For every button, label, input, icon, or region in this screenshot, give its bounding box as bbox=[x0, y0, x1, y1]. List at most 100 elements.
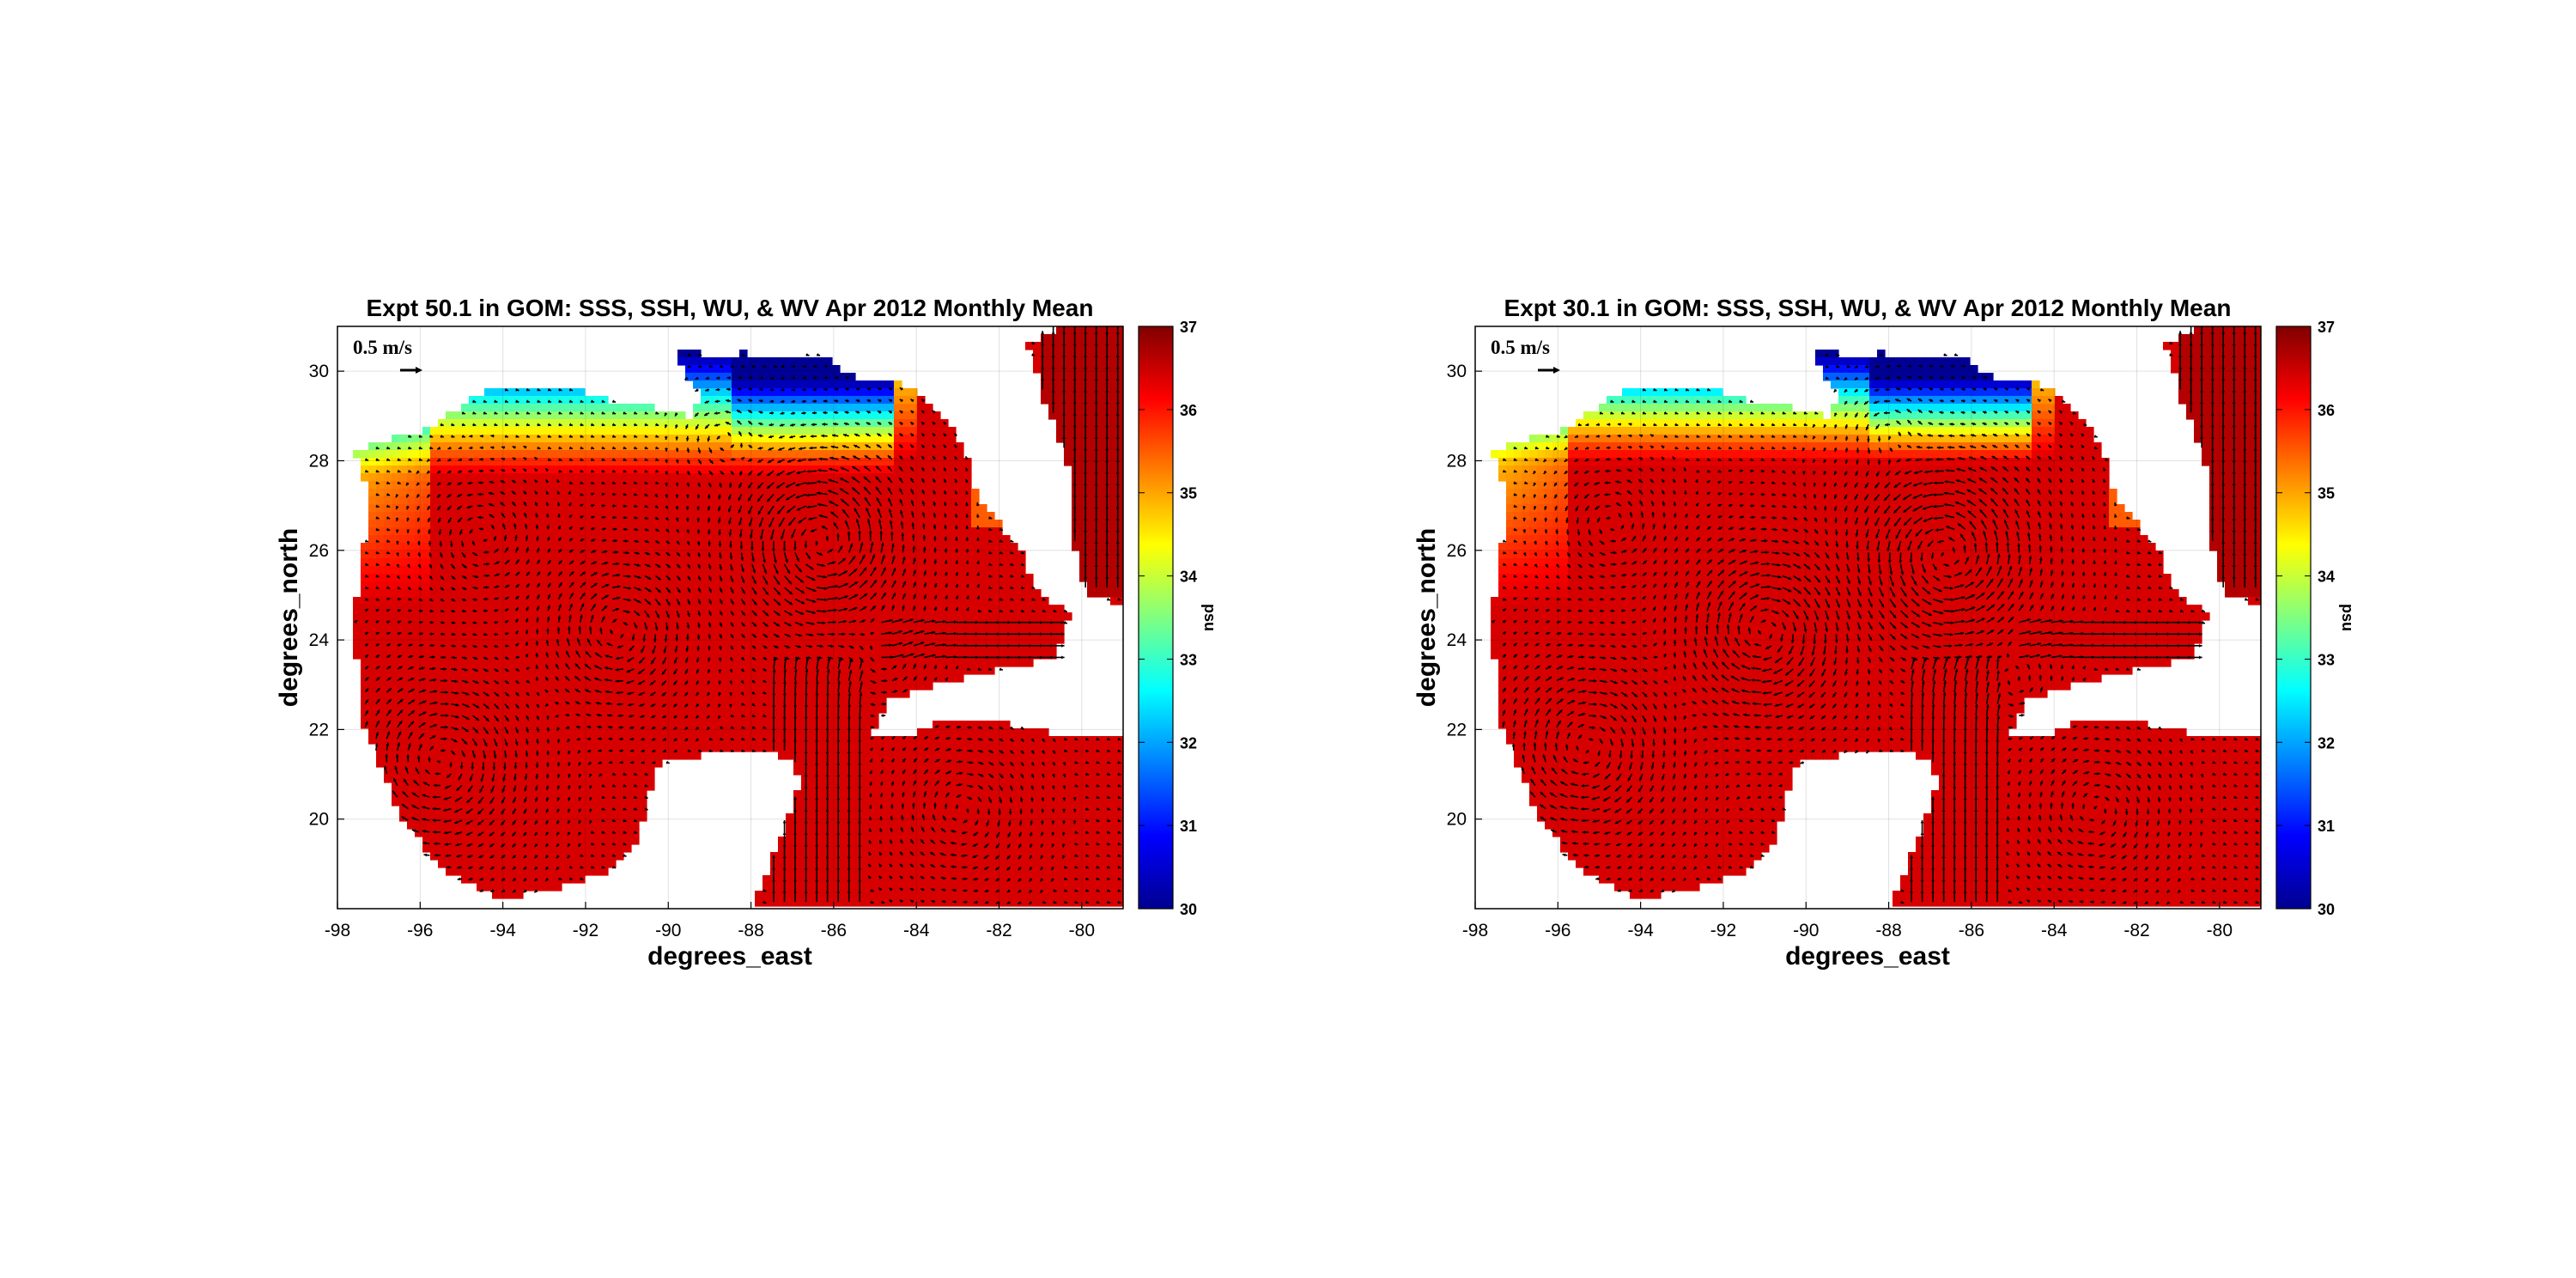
salinity-cell bbox=[368, 442, 377, 451]
salinity-cell bbox=[639, 628, 647, 636]
salinity-cell bbox=[515, 551, 524, 559]
salinity-cell bbox=[933, 798, 941, 806]
salinity-cell bbox=[438, 744, 447, 752]
salinity-cell bbox=[453, 775, 462, 783]
salinity-cell bbox=[484, 628, 493, 636]
salinity-cell bbox=[507, 674, 516, 683]
salinity-cell bbox=[685, 473, 694, 482]
salinity-cell bbox=[376, 628, 385, 636]
salinity-cell bbox=[562, 450, 570, 459]
salinity-cell bbox=[878, 574, 887, 582]
salinity-cell bbox=[562, 551, 570, 559]
salinity-cell bbox=[1002, 775, 1011, 783]
salinity-cell bbox=[909, 790, 918, 799]
salinity-cell bbox=[1095, 790, 1103, 799]
salinity-cell bbox=[469, 597, 477, 606]
salinity-cell bbox=[840, 558, 848, 567]
salinity-cell bbox=[438, 821, 447, 830]
salinity-cell bbox=[1079, 767, 1088, 776]
salinity-cell bbox=[677, 597, 686, 606]
salinity-cell bbox=[538, 512, 547, 520]
salinity-cell bbox=[492, 496, 501, 505]
salinity-cell bbox=[531, 473, 539, 482]
salinity-cell bbox=[724, 581, 732, 590]
salinity-cell bbox=[384, 705, 392, 714]
salinity-cell bbox=[801, 466, 810, 474]
salinity-cell bbox=[677, 666, 686, 675]
salinity-cell bbox=[708, 396, 717, 405]
salinity-cell bbox=[1064, 396, 1072, 405]
salinity-cell bbox=[546, 659, 555, 667]
salinity-cell bbox=[971, 666, 980, 675]
salinity-cell bbox=[770, 612, 779, 621]
salinity-cell bbox=[817, 589, 825, 598]
salinity-cell bbox=[562, 713, 570, 721]
salinity-cell bbox=[925, 404, 933, 412]
salinity-cell bbox=[670, 682, 678, 691]
salinity-cell bbox=[832, 759, 841, 768]
salinity-cell bbox=[809, 767, 817, 776]
salinity-cell bbox=[971, 574, 980, 582]
salinity-cell bbox=[577, 666, 586, 675]
salinity-cell bbox=[1087, 388, 1096, 397]
salinity-cell bbox=[492, 566, 501, 575]
salinity-cell bbox=[631, 442, 640, 451]
salinity-cell bbox=[662, 651, 671, 660]
salinity-cell bbox=[1095, 558, 1103, 567]
salinity-cell bbox=[1072, 543, 1080, 551]
salinity-cell bbox=[832, 821, 841, 830]
salinity-cell bbox=[909, 527, 918, 536]
salinity-cell bbox=[801, 442, 810, 451]
salinity-cell bbox=[747, 489, 756, 497]
salinity-cell bbox=[562, 520, 570, 528]
salinity-cell bbox=[415, 759, 423, 768]
salinity-cell bbox=[693, 620, 702, 629]
salinity-cell bbox=[461, 442, 470, 451]
salinity-cell bbox=[701, 357, 709, 366]
salinity-cell bbox=[577, 589, 586, 598]
salinity-cell bbox=[817, 380, 825, 389]
salinity-cell bbox=[1002, 752, 1011, 760]
salinity-cell bbox=[1072, 450, 1080, 459]
salinity-cell bbox=[994, 527, 1003, 536]
salinity-cell bbox=[732, 481, 740, 490]
salinity-cell bbox=[562, 527, 570, 536]
salinity-cell bbox=[623, 813, 632, 822]
salinity-cell bbox=[1079, 558, 1088, 567]
salinity-cell bbox=[523, 396, 532, 405]
salinity-cell bbox=[925, 767, 933, 776]
salinity-cell bbox=[399, 728, 408, 737]
salinity-cell bbox=[477, 496, 485, 505]
salinity-cell bbox=[824, 411, 833, 420]
salinity-cell bbox=[461, 466, 470, 474]
salinity-cell bbox=[902, 829, 910, 837]
salinity-cell bbox=[902, 504, 910, 513]
salinity-cell bbox=[654, 481, 663, 490]
salinity-cell bbox=[507, 837, 516, 845]
salinity-cell bbox=[1079, 473, 1088, 482]
salinity-cell bbox=[677, 527, 686, 536]
salinity-cell bbox=[399, 466, 408, 474]
salinity-cell bbox=[770, 527, 779, 536]
salinity-cell bbox=[569, 744, 578, 752]
salinity-cell bbox=[801, 705, 810, 714]
salinity-cell bbox=[739, 350, 748, 358]
salinity-cell bbox=[361, 651, 369, 660]
salinity-cell bbox=[477, 659, 485, 667]
salinity-cell bbox=[1103, 767, 1111, 776]
salinity-cell bbox=[585, 512, 593, 520]
salinity-cell bbox=[971, 775, 980, 783]
salinity-cell bbox=[732, 713, 740, 721]
salinity-cell bbox=[762, 435, 771, 443]
salinity-cell bbox=[1087, 373, 1096, 381]
salinity-cell bbox=[623, 705, 632, 714]
salinity-cell bbox=[1010, 628, 1018, 636]
salinity-cell bbox=[925, 496, 933, 505]
salinity-cell bbox=[979, 666, 987, 675]
salinity-cell bbox=[994, 798, 1003, 806]
salinity-cell bbox=[422, 543, 431, 551]
salinity-cell bbox=[662, 736, 671, 745]
salinity-cell bbox=[608, 597, 617, 606]
salinity-cell bbox=[809, 798, 817, 806]
salinity-cell bbox=[925, 574, 933, 582]
